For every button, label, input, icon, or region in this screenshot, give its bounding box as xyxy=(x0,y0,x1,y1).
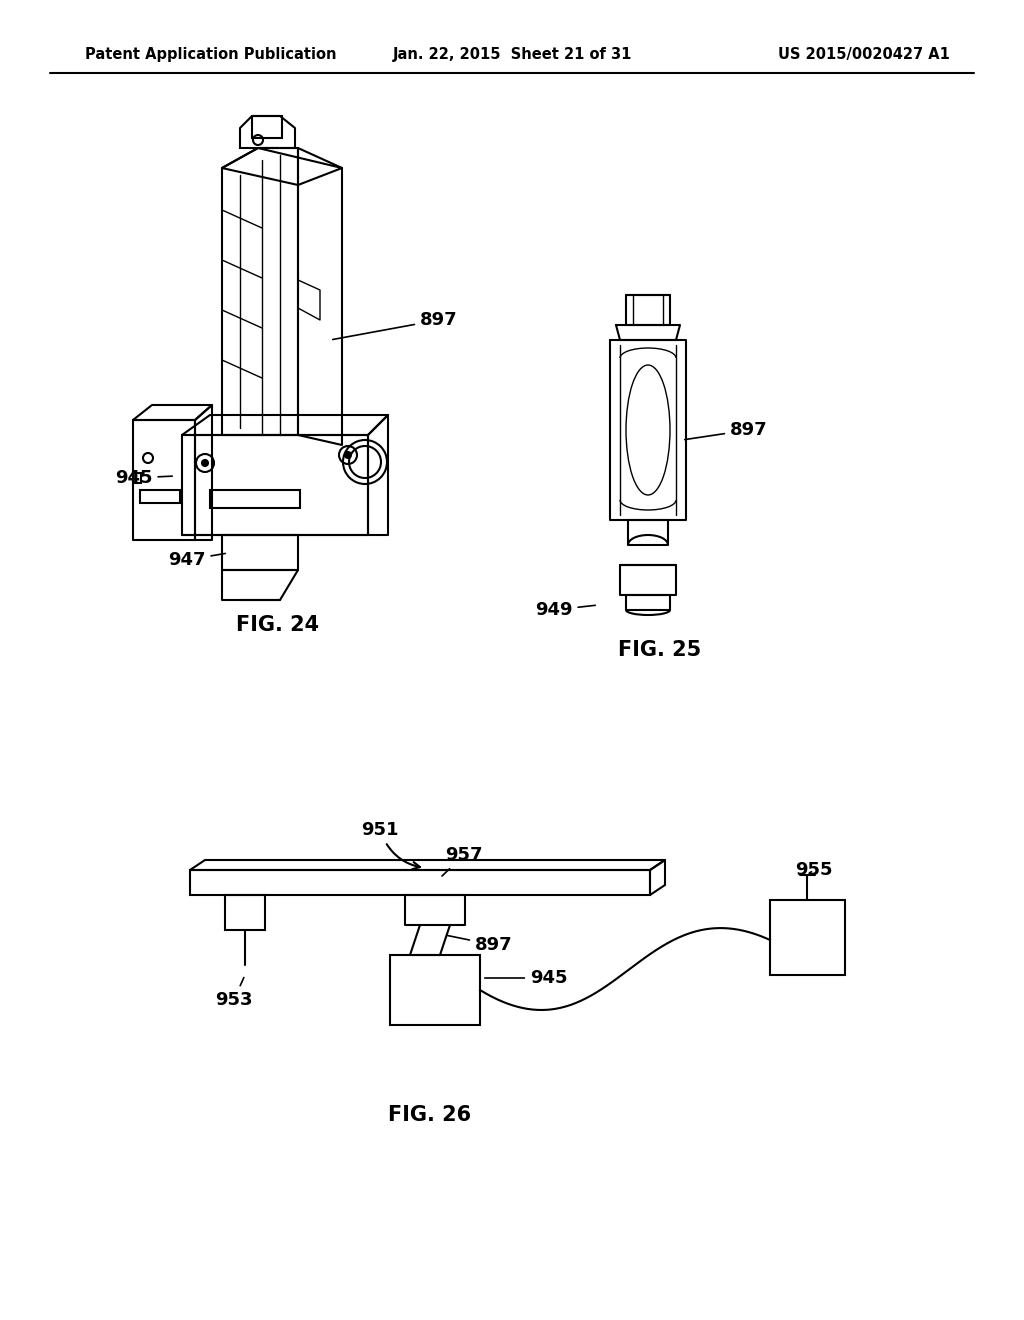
Text: Jan. 22, 2015  Sheet 21 of 31: Jan. 22, 2015 Sheet 21 of 31 xyxy=(392,48,632,62)
Text: 949: 949 xyxy=(535,601,595,619)
Text: 957: 957 xyxy=(442,846,482,876)
Bar xyxy=(140,490,180,503)
Text: US 2015/0020427 A1: US 2015/0020427 A1 xyxy=(778,48,950,62)
Text: 945: 945 xyxy=(484,969,567,987)
Circle shape xyxy=(345,451,351,458)
Circle shape xyxy=(202,459,208,466)
Text: Patent Application Publication: Patent Application Publication xyxy=(85,48,337,62)
Bar xyxy=(133,473,141,483)
Text: 951: 951 xyxy=(361,821,420,869)
Bar xyxy=(225,895,265,931)
Text: 945: 945 xyxy=(115,469,172,487)
Text: 953: 953 xyxy=(215,978,253,1008)
Bar xyxy=(210,490,300,508)
Bar xyxy=(390,954,480,1026)
Text: 897: 897 xyxy=(333,312,458,339)
Text: 947: 947 xyxy=(168,550,225,569)
Bar xyxy=(252,116,282,139)
Bar xyxy=(770,900,845,975)
Bar xyxy=(190,870,650,895)
Text: 955: 955 xyxy=(795,861,833,879)
Text: 897: 897 xyxy=(685,421,768,440)
Text: FIG. 25: FIG. 25 xyxy=(618,640,701,660)
Text: 897: 897 xyxy=(447,936,513,954)
Text: FIG. 24: FIG. 24 xyxy=(237,615,319,635)
Text: FIG. 26: FIG. 26 xyxy=(388,1105,472,1125)
